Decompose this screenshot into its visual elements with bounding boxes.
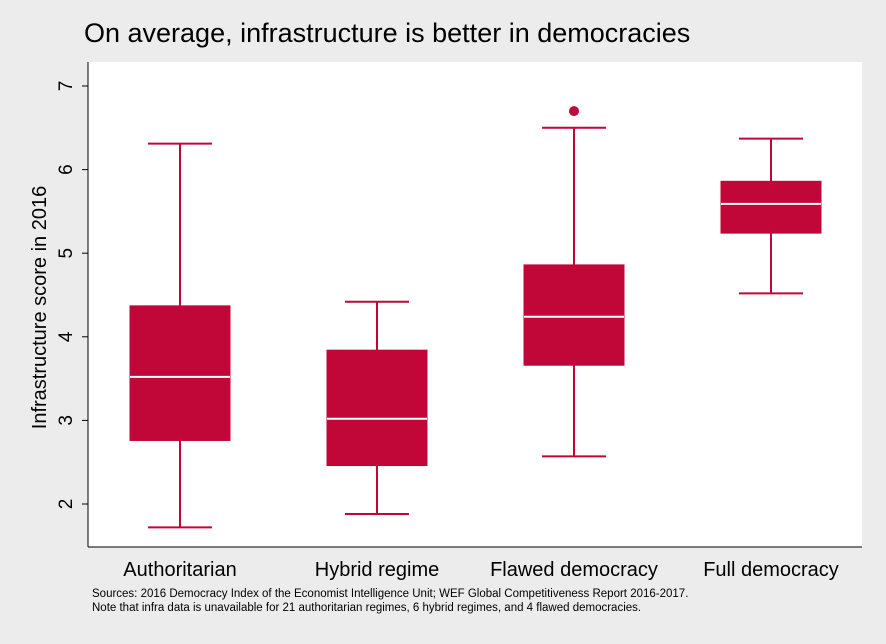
- chart-title: On average, infrastructure is better in …: [84, 18, 691, 48]
- plot-area: [88, 62, 862, 547]
- y-axis-title: Infrastructure score in 2016: [29, 186, 51, 429]
- outlier-point: [569, 106, 579, 117]
- availability-note: Note that infra data is unavailable for …: [92, 602, 642, 614]
- box-group: [326, 300, 428, 516]
- y-tick-label: 5: [56, 248, 77, 259]
- x-category-label: Full democracy: [703, 559, 839, 581]
- box-group: [720, 137, 822, 295]
- box-group: [129, 142, 231, 529]
- y-tick-label: 6: [56, 164, 77, 175]
- x-category-label: Authoritarian: [123, 559, 236, 581]
- x-category-label: Hybrid regime: [315, 559, 439, 581]
- box-iqr: [129, 305, 231, 441]
- y-tick-label: 3: [56, 415, 77, 426]
- box-iqr: [326, 349, 428, 467]
- box-group: [523, 106, 625, 458]
- box-iqr: [523, 264, 625, 366]
- y-tick-label: 4: [56, 331, 77, 342]
- y-tick-label: 2: [56, 499, 77, 510]
- y-tick-label: 7: [56, 81, 77, 92]
- x-category-label: Flawed democracy: [490, 559, 658, 581]
- sources-note: Sources: 2016 Democracy Index of the Eco…: [92, 588, 689, 600]
- box-iqr: [720, 180, 822, 234]
